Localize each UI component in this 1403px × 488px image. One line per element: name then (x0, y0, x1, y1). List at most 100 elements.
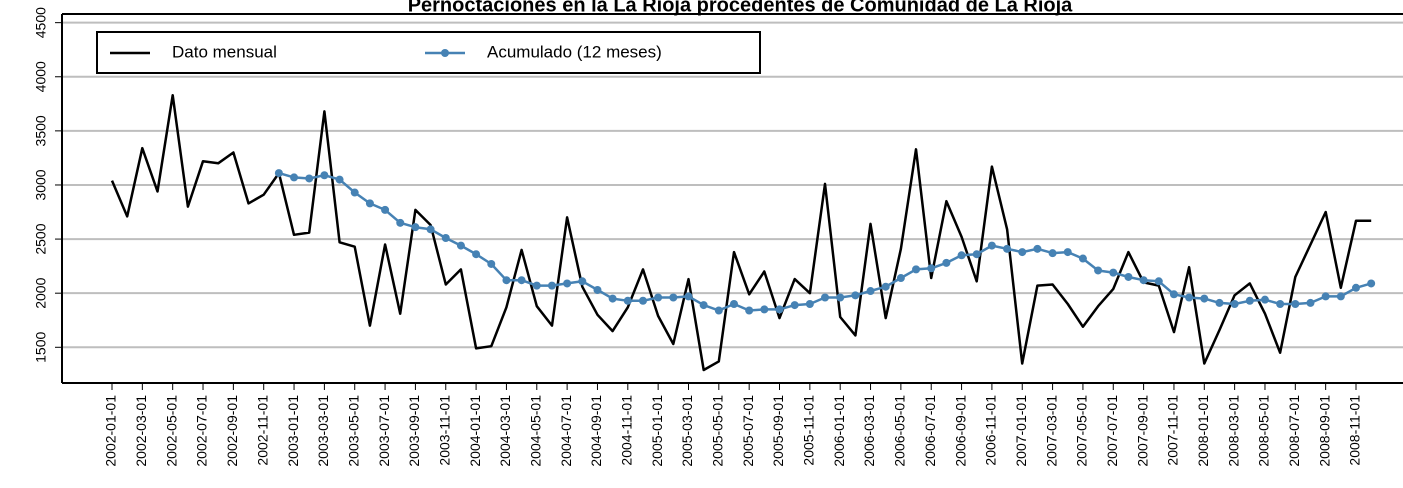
x-tick-label: 2008-11-01 (1347, 395, 1363, 466)
x-tick-label: 2002-07-01 (194, 395, 210, 467)
series-marker (821, 293, 830, 302)
series-marker (1200, 294, 1209, 303)
series-marker (699, 301, 708, 310)
series-marker (881, 282, 890, 291)
series-marker (987, 241, 996, 250)
series-marker (365, 199, 374, 208)
y-tick-label: 2500 (33, 223, 49, 254)
series-marker (1230, 300, 1239, 309)
series-marker (851, 291, 860, 300)
series-marker (1094, 266, 1103, 275)
series-marker (1306, 298, 1315, 307)
series-marker (290, 173, 299, 182)
series-marker (1124, 272, 1133, 281)
x-tick-label: 2004-05-01 (527, 395, 543, 467)
series-marker (927, 264, 936, 273)
series-marker (426, 225, 435, 234)
x-tick-label: 2007-05-01 (1074, 395, 1090, 467)
series-marker (411, 223, 420, 232)
series-marker (305, 174, 314, 183)
series-marker (547, 281, 556, 290)
x-tick-label: 2003-07-01 (376, 395, 392, 467)
series-marker (1245, 296, 1254, 305)
series-marker (320, 171, 329, 180)
x-tick-label: 2005-09-01 (770, 395, 786, 467)
x-tick-label: 2006-09-01 (952, 395, 968, 467)
series-marker (972, 250, 981, 259)
x-tick-label: 2008-01-01 (1195, 395, 1211, 467)
series-marker (532, 281, 541, 290)
y-tick-label: 3500 (33, 115, 49, 146)
series-marker (487, 259, 496, 268)
x-tick-label: 2008-05-01 (1256, 395, 1272, 467)
series-marker (1048, 249, 1057, 258)
x-tick-label: 2003-09-01 (406, 395, 422, 467)
series-marker (1169, 290, 1178, 299)
series-marker (1033, 244, 1042, 253)
series-marker (760, 305, 769, 314)
y-tick-label: 3000 (33, 169, 49, 200)
series-marker (1003, 244, 1012, 253)
series-marker (836, 293, 845, 302)
series-marker (1276, 300, 1285, 309)
series-marker (1336, 292, 1345, 301)
series-marker (1185, 293, 1194, 302)
series-marker (396, 218, 405, 227)
x-tick-label: 2006-01-01 (831, 395, 847, 467)
series-marker (1018, 248, 1027, 257)
series-marker (1109, 268, 1118, 277)
y-tick-label: 2000 (33, 277, 49, 308)
series-marker (805, 300, 814, 309)
x-tick-label: 2003-11-01 (436, 395, 452, 466)
series-marker (441, 233, 450, 242)
x-tick-label: 2007-11-01 (1165, 395, 1181, 466)
series-marker (866, 287, 875, 296)
x-tick-label: 2005-01-01 (649, 395, 665, 467)
series-marker (1154, 277, 1163, 286)
series-marker (1352, 283, 1360, 292)
series-marker (1367, 279, 1376, 288)
series-marker (456, 241, 465, 250)
series-marker (1215, 298, 1224, 307)
series-marker (350, 188, 359, 197)
series-marker (517, 276, 526, 285)
x-tick-label: 2008-07-01 (1286, 395, 1302, 467)
legend-label: Dato mensual (172, 42, 277, 61)
series-marker (502, 276, 511, 285)
x-tick-label: 2005-07-01 (740, 395, 756, 467)
x-tick-label: 2006-07-01 (922, 395, 938, 467)
series-marker (730, 300, 738, 309)
x-tick-label: 2005-05-01 (710, 395, 726, 467)
series-marker (790, 301, 799, 310)
x-tick-label: 2007-07-01 (1104, 395, 1120, 467)
x-tick-label: 2003-01-01 (285, 395, 301, 467)
series-marker (274, 169, 283, 178)
series-marker (563, 279, 572, 288)
x-tick-label: 2004-11-01 (619, 395, 635, 466)
series-marker (593, 285, 602, 294)
x-tick-label: 2003-03-01 (315, 395, 331, 467)
x-tick-label: 2007-01-01 (1013, 395, 1029, 467)
series-marker (942, 258, 951, 267)
x-tick-label: 2006-11-01 (983, 395, 999, 466)
series-marker (623, 296, 632, 305)
x-tick-label: 2007-03-01 (1043, 395, 1059, 467)
x-tick-label: 2008-03-01 (1225, 395, 1241, 467)
series-marker (896, 274, 905, 283)
series-marker (381, 205, 390, 214)
y-tick-label: 4000 (33, 61, 49, 92)
legend-marker (441, 49, 449, 57)
x-tick-label: 2006-03-01 (861, 395, 877, 467)
series-marker (654, 293, 663, 302)
y-tick-label: 4500 (33, 7, 49, 38)
series-marker (912, 265, 921, 274)
series-marker (578, 277, 587, 286)
x-tick-label: 2004-09-01 (588, 395, 604, 467)
x-tick-label: 2004-03-01 (497, 395, 513, 467)
series-marker (669, 293, 678, 302)
series-marker (957, 251, 966, 260)
x-tick-label: 2008-09-01 (1316, 395, 1332, 467)
series-marker (684, 292, 693, 301)
